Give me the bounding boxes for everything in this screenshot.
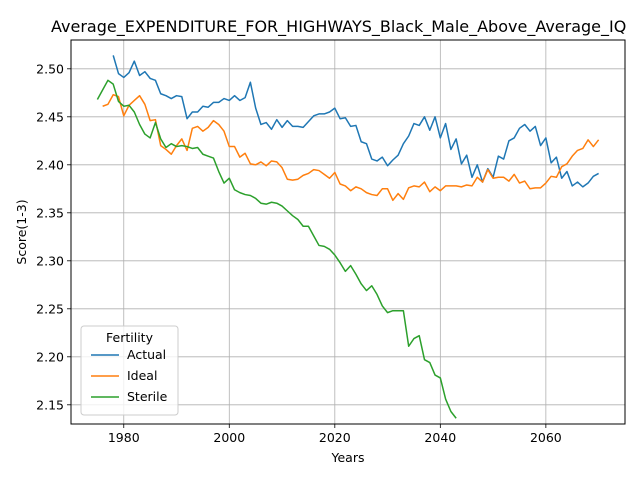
data-lines [96, 55, 600, 419]
legend-title: Fertility [106, 330, 154, 345]
grid [71, 40, 625, 424]
legend-label-ideal: Ideal [127, 368, 157, 383]
y-tick-label: 2.45 [36, 109, 64, 124]
x-tick-label: 2000 [213, 430, 245, 445]
series-line-actual [112, 55, 599, 188]
y-tick-label: 2.35 [36, 205, 64, 220]
legend-label-actual: Actual [127, 347, 166, 362]
y-tick-label: 2.20 [36, 349, 64, 364]
y-tick-label: 2.15 [36, 397, 64, 412]
chart-title: Average_EXPENDITURE_FOR_HIGHWAYS_Black_M… [51, 17, 626, 37]
legend-label-sterile: Sterile [127, 389, 168, 404]
y-tick-label: 2.40 [36, 157, 64, 172]
y-axis-ticks: 2.15 2.20 2.25 2.30 2.35 2.40 2.45 2.50 [36, 61, 71, 412]
y-axis-title: Score(1-3) [14, 199, 29, 264]
series-line-sterile [96, 79, 457, 419]
x-axis-ticks: 1980 2000 2020 2040 2060 [108, 424, 562, 445]
x-tick-label: 2060 [530, 430, 562, 445]
x-tick-label: 1980 [108, 430, 140, 445]
legend: Fertility Actual Ideal Sterile [80, 325, 179, 416]
y-tick-label: 2.30 [36, 253, 64, 268]
y-tick-label: 2.25 [36, 301, 64, 316]
y-tick-label: 2.50 [36, 61, 64, 76]
legend-box [80, 325, 179, 416]
plot-area-frame [70, 39, 626, 425]
x-axis-title: Years [331, 450, 365, 465]
x-tick-label: 2020 [319, 430, 351, 445]
x-tick-label: 2040 [424, 430, 456, 445]
